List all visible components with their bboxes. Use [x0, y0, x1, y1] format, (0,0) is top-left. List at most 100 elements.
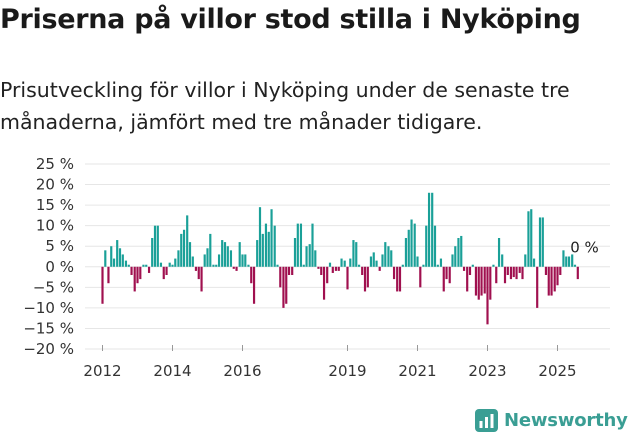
bar	[212, 264, 215, 267]
bar	[299, 223, 303, 267]
bar	[398, 266, 402, 292]
bar	[486, 266, 489, 325]
bar	[512, 266, 515, 278]
bar	[264, 223, 268, 267]
bar	[340, 258, 343, 267]
bar	[194, 266, 198, 271]
bar	[215, 264, 218, 267]
bar	[495, 266, 498, 284]
bar	[530, 209, 533, 267]
bars	[101, 192, 579, 325]
bar	[118, 248, 122, 267]
bar	[352, 240, 355, 267]
bar	[355, 242, 358, 267]
bar	[425, 225, 428, 267]
bar	[567, 256, 571, 267]
bar	[468, 266, 472, 275]
x-axis-ticks: 2012 2014 2016 2019 2021 2023 2025	[83, 345, 577, 380]
bar	[235, 266, 238, 271]
bar	[462, 266, 466, 271]
bar	[217, 254, 221, 267]
bar	[392, 266, 396, 280]
bar	[544, 266, 548, 275]
x-tick-label: 2014	[153, 362, 191, 380]
x-tick-label: 2023	[468, 362, 506, 380]
bar	[107, 266, 110, 284]
x-tick-label: 2021	[398, 362, 436, 380]
bar	[547, 266, 550, 296]
bar	[168, 262, 171, 267]
bar	[457, 238, 460, 267]
bar	[337, 266, 340, 271]
bar	[156, 225, 159, 267]
bar	[562, 250, 565, 267]
bar	[226, 246, 229, 267]
bar	[483, 266, 486, 294]
bar	[559, 266, 562, 275]
y-tick-label: 20 %	[36, 176, 74, 194]
bar	[460, 235, 463, 267]
annotations: 0 %	[570, 238, 599, 256]
bar	[147, 266, 151, 273]
bar	[396, 266, 399, 292]
bar	[180, 233, 183, 267]
bar	[501, 254, 504, 267]
bar	[480, 266, 483, 296]
bar	[121, 254, 124, 267]
bar	[521, 266, 524, 280]
bar	[291, 266, 294, 275]
bar	[133, 266, 136, 292]
bar	[445, 266, 448, 280]
latest-value-annotation: 0 %	[570, 238, 599, 256]
bar	[127, 264, 130, 267]
bar	[346, 266, 349, 290]
bar	[571, 254, 574, 267]
bar	[296, 223, 299, 267]
bar	[293, 238, 297, 267]
bar	[182, 229, 186, 267]
bar	[553, 266, 556, 292]
bar	[116, 240, 119, 267]
bar	[538, 217, 542, 267]
bar	[186, 215, 189, 267]
y-tick-label: 0 %	[45, 258, 74, 276]
bar	[357, 264, 361, 267]
x-tick-label: 2025	[538, 362, 576, 380]
bar	[311, 223, 314, 267]
bar	[317, 266, 320, 269]
bar	[191, 256, 194, 267]
x-tick-label: 2016	[223, 362, 261, 380]
bar	[162, 266, 165, 280]
bar	[145, 264, 148, 267]
bar	[410, 219, 413, 267]
bar	[413, 223, 416, 267]
bar	[509, 266, 513, 280]
bar	[241, 254, 244, 267]
bar	[384, 242, 387, 267]
bar	[177, 250, 180, 267]
bar	[497, 238, 501, 267]
bar	[427, 192, 431, 267]
bar	[285, 266, 288, 304]
bar	[556, 266, 559, 286]
y-tick-label: 5 %	[45, 237, 74, 255]
bar	[431, 192, 434, 267]
bar	[159, 262, 163, 267]
bar	[492, 264, 495, 267]
bar	[247, 264, 250, 267]
bar	[314, 250, 317, 267]
bar	[474, 266, 478, 296]
newsworthy-logo-text: Newsworthy	[504, 410, 628, 431]
bar	[273, 225, 276, 267]
bar	[110, 246, 113, 267]
bar	[401, 264, 404, 267]
bar	[527, 211, 530, 267]
bar	[416, 256, 419, 267]
bar	[576, 266, 579, 280]
bar	[104, 250, 107, 267]
bar	[448, 266, 451, 284]
bar	[536, 266, 539, 308]
bar	[363, 266, 367, 292]
y-tick-label: −20 %	[23, 340, 74, 358]
